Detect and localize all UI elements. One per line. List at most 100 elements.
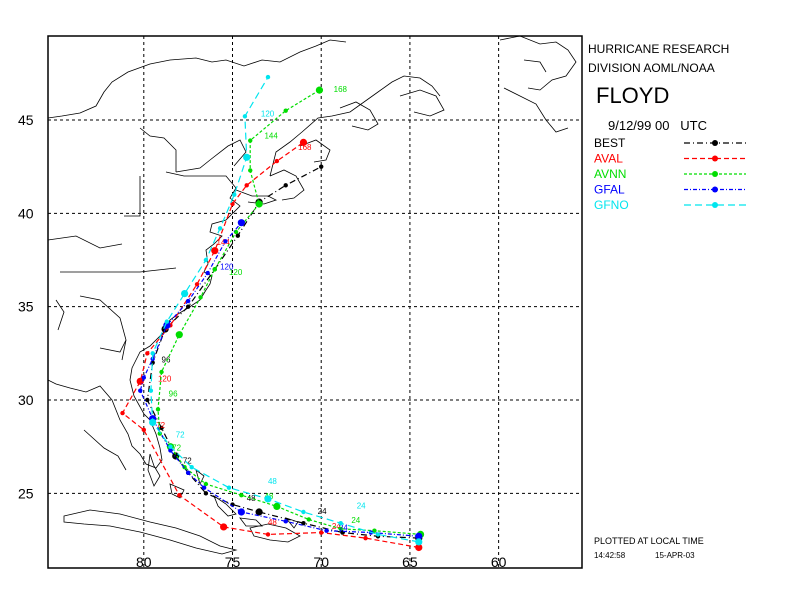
legend-marker <box>712 140 718 146</box>
track-point <box>155 407 161 412</box>
track-line <box>157 89 421 535</box>
forecast-hour-label: 96 <box>169 389 178 398</box>
track-point <box>185 304 191 309</box>
forecast-hour-label: 168 <box>334 85 348 94</box>
track-line <box>139 222 419 537</box>
track-point <box>203 491 209 496</box>
track-point <box>338 526 343 531</box>
legend-label: GFAL <box>594 183 625 197</box>
track-point <box>239 493 244 498</box>
track-point <box>150 351 155 356</box>
lat-tick-label: 45 <box>18 112 34 128</box>
track-point <box>301 509 306 515</box>
storm-name: FLOYD <box>596 83 669 108</box>
track-point <box>319 530 324 535</box>
forecast-hour-label: 144 <box>264 132 278 141</box>
track-point <box>255 200 263 208</box>
legend-label: AVAL <box>594 152 623 166</box>
track-point <box>265 532 271 537</box>
track-point <box>226 485 232 490</box>
track-point <box>177 493 182 498</box>
lon-tick-label: 80 <box>136 554 152 570</box>
track-point <box>148 388 154 393</box>
track-point <box>283 183 288 188</box>
track-point <box>141 427 147 433</box>
lon-tick-label: 65 <box>402 554 418 570</box>
forecast-hour-label: 24 <box>357 501 366 510</box>
track-point <box>283 108 288 113</box>
track-point <box>203 257 209 263</box>
track-point <box>415 543 423 552</box>
forecast-hour-label: 48 <box>247 494 256 503</box>
lon-tick-label: 70 <box>313 554 329 570</box>
track-point <box>168 448 173 453</box>
legend-item-aval: AVAL <box>594 152 746 166</box>
legend-item-gfal: GFAL <box>594 183 746 197</box>
track-point <box>185 298 191 304</box>
track-point <box>141 375 147 380</box>
track-point <box>237 219 245 227</box>
lon-tick-label: 60 <box>491 554 507 570</box>
legend-marker <box>712 171 718 177</box>
track-point <box>181 290 189 298</box>
track-point <box>149 418 157 426</box>
legend-label: AVNN <box>594 167 626 181</box>
track-point <box>372 528 377 533</box>
legend-marker <box>712 155 718 162</box>
track-point <box>203 481 209 487</box>
track-point <box>415 532 423 540</box>
coastline <box>47 35 577 555</box>
lon-tick-labels: 80 75 70 65 60 <box>136 554 507 570</box>
track-point <box>338 521 343 526</box>
forecast-hour-label: 72 <box>176 430 185 439</box>
track-point <box>185 470 191 475</box>
legend-label: BEST <box>594 136 626 150</box>
track-point <box>315 86 324 94</box>
legend-item-avnn: AVNN <box>594 167 746 181</box>
track-point <box>201 485 207 490</box>
track-point <box>248 138 253 143</box>
track-point <box>273 502 281 510</box>
track-point <box>164 319 170 324</box>
track-point <box>301 521 306 526</box>
forecast-hour-label: 120 <box>261 109 275 118</box>
track-point <box>235 233 241 238</box>
track-point <box>324 528 329 533</box>
forecast-hour-label: 72 <box>156 421 165 430</box>
lat-tick-label: 40 <box>18 205 34 221</box>
track-point <box>244 183 249 188</box>
track-point <box>237 508 245 516</box>
info-panel: HURRICANE RESEARCH DIVISION AOML/NOAA FL… <box>588 42 746 560</box>
legend-marker <box>712 202 718 208</box>
track-best: 24 48 72 96 <box>145 164 423 542</box>
lat-tick-label: 30 <box>18 392 34 408</box>
track-point <box>212 267 217 272</box>
track-line <box>121 141 419 549</box>
track-point <box>145 351 150 356</box>
forecast-hour-label: 48 <box>268 477 277 486</box>
track-point <box>375 532 381 537</box>
track-point <box>220 523 228 531</box>
track-point <box>211 247 219 255</box>
track-point <box>248 168 253 173</box>
track-point <box>264 495 272 503</box>
lat-lon-grid <box>48 36 582 568</box>
track-point <box>194 282 200 287</box>
forecast-hour-label: 24 <box>339 524 348 533</box>
forecast-hour-label: 24 <box>351 516 360 525</box>
track-point <box>243 153 251 161</box>
track-line <box>146 166 419 539</box>
track-point <box>175 331 183 339</box>
track-point <box>223 239 228 244</box>
forecast-tracks: 24 48 72 96 24 48 72 120 144 168 24 48 72 96 120 144 168… <box>120 74 425 552</box>
lat-tick-labels: 45 40 35 30 25 <box>18 112 34 501</box>
lat-tick-label: 25 <box>18 485 34 501</box>
track-point <box>306 517 311 522</box>
legend-item-gfno: GFNO <box>594 198 746 212</box>
track-gfno: 24 48 72 120 <box>148 74 423 546</box>
track-point <box>255 508 263 516</box>
lat-tick-label: 35 <box>18 299 34 315</box>
track-gfal: 24 120 <box>138 219 423 540</box>
